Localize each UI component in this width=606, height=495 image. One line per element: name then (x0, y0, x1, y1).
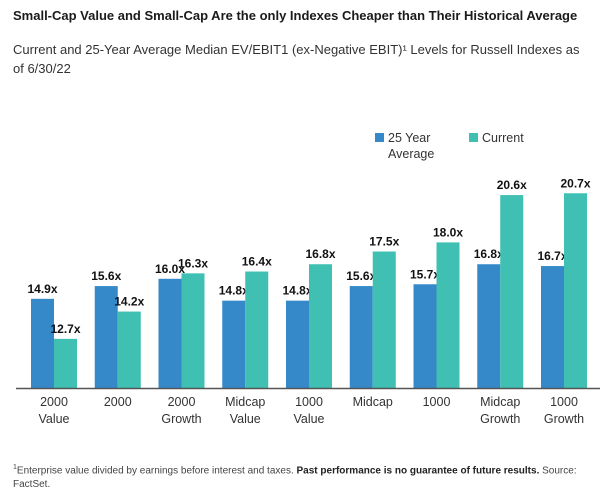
x-tick-label: 1000 (295, 395, 323, 409)
footnote-marker: 1 (13, 464, 17, 471)
data-label-25yr-avg: 16.0x (155, 262, 185, 276)
data-label-current: 16.4x (242, 255, 272, 269)
x-tick-label: 1000 (550, 395, 578, 409)
x-tick-label: Midcap (225, 395, 265, 409)
legend-label-current: Current (482, 131, 524, 145)
bar-current (181, 273, 205, 388)
data-label-current: 17.5x (369, 235, 399, 249)
chart-title: Small-Cap Value and Small-Cap Are the on… (13, 8, 578, 23)
data-label-current: 18.0x (433, 225, 463, 239)
footnote-disclaimer: Past performance is no guarantee of futu… (296, 465, 540, 477)
data-label-current: 16.8x (305, 247, 335, 261)
bar-25yr-avg (477, 264, 501, 388)
bar-chart: 14.9x12.7x2000Value15.6x14.2x200016.0x16… (16, 131, 600, 426)
data-label-25yr-avg: 16.8x (474, 247, 504, 261)
bar-25yr-avg (222, 300, 246, 388)
x-tick-label: Value (293, 412, 324, 426)
legend-label-25yr-avg: Average (388, 147, 434, 161)
data-label-25yr-avg: 14.9x (27, 282, 57, 296)
x-tick-label: Growth (161, 412, 201, 426)
bar-25yr-avg (94, 286, 118, 388)
x-tick-label: 1000 (423, 395, 451, 409)
data-label-current: 14.2x (114, 295, 144, 309)
footnote: 1Enterprise value divided by earnings be… (13, 461, 598, 492)
bar-current (117, 311, 141, 388)
x-tick-label: Midcap (353, 395, 393, 409)
bar-25yr-avg (158, 278, 182, 388)
x-tick-label: Value (230, 412, 261, 426)
data-label-25yr-avg: 15.7x (410, 267, 440, 281)
data-label-current: 20.7x (560, 176, 590, 190)
x-tick-label: 2000 (104, 395, 132, 409)
chart-subtitle: Current and 25-Year Average Median EV/EB… (13, 42, 580, 76)
bar-25yr-avg (541, 266, 564, 388)
bar-25yr-avg (31, 298, 54, 388)
data-label-25yr-avg: 14.8x (219, 284, 249, 298)
x-tick-label: Midcap (480, 395, 520, 409)
legend-label-25yr-avg: 25 Year (388, 131, 430, 145)
data-label-25yr-avg: 15.6x (346, 269, 376, 283)
footnote-text: Enterprise value divided by earnings bef… (16, 465, 297, 477)
bar-current (309, 264, 332, 388)
x-tick-label: 2000 (40, 395, 68, 409)
bar-current (245, 271, 269, 388)
data-label-25yr-avg: 15.6x (91, 269, 121, 283)
bar-current (564, 193, 587, 388)
data-label-25yr-avg: 16.7x (537, 249, 567, 263)
data-label-current: 20.6x (497, 178, 527, 192)
bar-current (500, 195, 524, 388)
footnote-source: Source: FactSet. (13, 465, 577, 491)
x-tick-label: Growth (480, 412, 520, 426)
bar-current (54, 338, 77, 388)
legend-swatch-current (469, 133, 478, 142)
data-label-current: 12.7x (50, 322, 80, 336)
legend-swatch-25yr-avg (375, 133, 384, 142)
bar-25yr-avg (413, 284, 437, 388)
bar-25yr-avg (286, 300, 309, 388)
data-label-current: 16.3x (178, 256, 208, 270)
data-label-25yr-avg: 14.8x (282, 284, 312, 298)
bar-current (372, 251, 396, 388)
bar-25yr-avg (349, 286, 373, 388)
bar-current (436, 242, 460, 388)
x-tick-label: 2000 (168, 395, 196, 409)
x-tick-label: Value (38, 412, 69, 426)
x-tick-label: Growth (544, 412, 584, 426)
